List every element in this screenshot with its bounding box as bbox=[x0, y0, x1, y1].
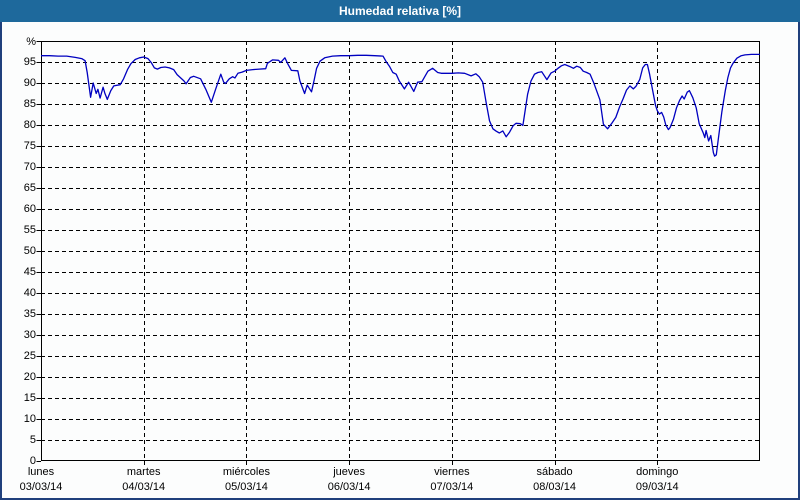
day-name: domingo bbox=[636, 466, 679, 478]
plot-border bbox=[41, 41, 760, 461]
day-name: viernes bbox=[434, 466, 470, 478]
window-border-right bbox=[798, 22, 800, 500]
x-day-label: domingo 09/03/14 bbox=[597, 465, 717, 495]
y-tick-label: 65 bbox=[23, 182, 36, 194]
x-day-label: martes 04/03/14 bbox=[84, 465, 204, 495]
day-date: 09/03/14 bbox=[635, 481, 679, 493]
window-border-bottom bbox=[0, 498, 800, 500]
y-tick-label: 5 bbox=[29, 434, 36, 446]
day-name: lunes bbox=[27, 466, 55, 478]
y-tick-label: 95 bbox=[23, 56, 36, 68]
day-name: miércoles bbox=[222, 466, 270, 478]
y-tick-label: 40 bbox=[23, 287, 36, 299]
day-name: sábado bbox=[536, 466, 573, 478]
chart-title: Humedad relativa [%] bbox=[338, 4, 462, 18]
y-tick-label: 75 bbox=[23, 140, 36, 152]
day-date: 03/03/14 bbox=[19, 481, 63, 493]
y-tick-label: 70 bbox=[23, 161, 36, 173]
x-day-label: jueves 06/03/14 bbox=[289, 465, 409, 495]
y-tick-label: 80 bbox=[23, 119, 36, 131]
chart-plot-region: 0 5 10 15 20 25 30 35 40 45 50 55 60 65 70 75 80 85 90 95 %… bbox=[0, 22, 800, 500]
day-name: jueves bbox=[333, 466, 366, 478]
chart-title-bar: Humedad relativa [%] bbox=[0, 0, 800, 22]
day-date: 04/03/14 bbox=[122, 481, 166, 493]
y-tick-label: 30 bbox=[23, 329, 36, 341]
y-tick-label: 20 bbox=[23, 371, 36, 383]
y-tick-label: 15 bbox=[23, 392, 36, 404]
y-tick-label: 85 bbox=[23, 98, 36, 110]
y-tick-label: 45 bbox=[23, 266, 36, 278]
y-tick-label: 10 bbox=[23, 413, 36, 425]
x-day-label: sábado 08/03/14 bbox=[495, 465, 615, 495]
y-tick-label: 35 bbox=[23, 308, 36, 320]
series-line-humedad-relativa bbox=[41, 53, 760, 157]
humidity-line-plot bbox=[36, 41, 760, 465]
y-tick-label: 50 bbox=[23, 245, 36, 257]
y-axis-unit-label: % bbox=[26, 36, 36, 48]
day-date: 05/03/14 bbox=[225, 481, 268, 493]
day-date: 06/03/14 bbox=[327, 481, 371, 493]
window-border-left bbox=[0, 22, 2, 500]
y-tick-label: 60 bbox=[23, 203, 36, 215]
day-date: 08/03/14 bbox=[533, 481, 576, 493]
x-day-label: lunes 03/03/14 bbox=[0, 465, 101, 495]
day-name: martes bbox=[126, 466, 161, 478]
y-tick-label: 55 bbox=[23, 224, 36, 236]
x-day-label: viernes 07/03/14 bbox=[392, 465, 512, 495]
y-tick-label: 0 bbox=[29, 455, 36, 467]
y-tick-label: 25 bbox=[23, 350, 36, 362]
y-tick-label: 90 bbox=[23, 77, 36, 89]
x-day-label: miércoles 05/03/14 bbox=[186, 465, 306, 495]
day-date: 07/03/14 bbox=[430, 481, 474, 493]
